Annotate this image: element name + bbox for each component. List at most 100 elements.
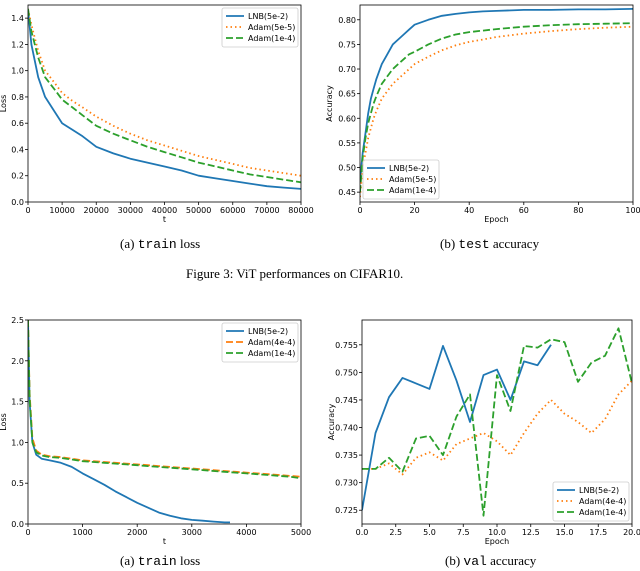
legend-entry: Adam(4e-4) [579, 497, 626, 506]
y-tick-label: 1.0 [11, 438, 24, 447]
legend-entry: Adam(4e-4) [248, 338, 295, 347]
x-tick-label: 70000 [254, 206, 279, 215]
plot-frame [359, 4, 634, 203]
subcaption-2b-rest: accuracy [490, 553, 537, 568]
subcaption-1b-mono: test [458, 237, 490, 252]
y-axis-label: Accuracy [325, 85, 334, 122]
y-tick-label: 0.50 [338, 164, 356, 173]
y-tick-label: 0.730 [335, 479, 358, 488]
y-tick-label: 0.745 [335, 396, 358, 405]
x-tick-label: 17.5 [589, 528, 607, 537]
y-tick-label: 0.75 [338, 40, 356, 49]
x-tick-label: 2000 [127, 528, 147, 537]
x-tick-label: 100 [625, 206, 640, 215]
y-axis-label: Accuracy [327, 403, 336, 440]
x-tick-label: 50000 [186, 206, 211, 215]
subcaption-1b-rest: accuracy [492, 236, 540, 251]
x-tick-label: 20.0 [623, 528, 640, 537]
legend-entry: LNB(5e-2) [579, 486, 619, 495]
y-tick-label: 0.55 [338, 139, 356, 148]
legend: LNB(5e-2) Adam(5e-5) Adam(1e-4) [221, 7, 299, 48]
legend: LNB(5e-2) Adam(4e-4) Adam(1e-4) [221, 322, 299, 363]
subcaption-1a-rest: loss [179, 236, 201, 251]
series-line-2 [28, 8, 301, 177]
y-tick-label: 0.60 [338, 114, 356, 123]
y-tick-label: 0.8 [11, 93, 24, 102]
x-tick-label: 5.0 [423, 528, 436, 537]
series-line-3 [362, 327, 632, 517]
series-line-3 [360, 22, 633, 193]
x-tick-label: 10.0 [488, 528, 506, 537]
y-tick-label: 2.0 [11, 357, 24, 366]
series-line-1 [28, 320, 230, 524]
y-axis-label: Loss [0, 95, 8, 113]
x-tick-label: 0.0 [356, 528, 369, 537]
x-axis-label: t [163, 215, 166, 224]
chart-3: 0 1000 2000 3000 4000 5000 0.0 0.5 1.0 1.5 2.0 2.5 t… [0, 316, 311, 546]
y-tick-label: 0.6 [11, 119, 24, 128]
x-tick-label: 0 [357, 206, 362, 215]
x-tick-label: 2.5 [389, 528, 402, 537]
subcaption-1a-mono: train [137, 237, 177, 252]
x-tick-label: 60000 [220, 206, 245, 215]
x-tick-label: 5000 [291, 528, 311, 537]
legend-entry: Adam(1e-4) [579, 508, 626, 517]
y-tick-label: 0.750 [335, 368, 358, 377]
legend-entry: Adam(1e-4) [248, 34, 295, 43]
chart-4: 0.0 2.5 5.0 7.5 10.0 12.5 15.0 17.5 20.0 0.725 0.7… [327, 319, 640, 546]
x-tick-label: 10000 [49, 206, 74, 215]
subcaption-2a-label: (a) [120, 553, 135, 568]
x-tick-label: 40 [464, 206, 474, 215]
series-line-1 [362, 344, 552, 511]
x-tick-label: 12.5 [522, 528, 540, 537]
series-line-3 [28, 8, 301, 184]
y-tick-label: 0.80 [338, 16, 356, 25]
x-tick-label: 80 [573, 206, 583, 215]
x-tick-label: 15.0 [556, 528, 574, 537]
y-tick-label: 1.0 [11, 67, 24, 76]
x-axis-label: t [163, 537, 166, 546]
y-tick-label: 0.5 [11, 479, 24, 488]
x-tick-label: 0 [25, 206, 30, 215]
figure-3-caption: Figure 3: ViT performances on CIFAR10. [186, 266, 404, 281]
subcaption-2b: (b) val accuracy [445, 553, 536, 569]
subcaption-2b-label: (b) [445, 553, 461, 568]
y-tick-label: 0.70 [338, 65, 356, 74]
series-line-1 [28, 8, 301, 190]
x-tick-label: 3000 [182, 528, 202, 537]
plot-frame [27, 319, 302, 525]
legend-entry: LNB(5e-2) [248, 12, 288, 21]
legend-entry: LNB(5e-2) [389, 164, 429, 173]
subcaption-1b-label: (b) [440, 236, 456, 251]
x-tick-label: 1000 [72, 528, 92, 537]
y-tick-label: 0.4 [11, 145, 24, 154]
x-tick-label: 7.5 [457, 528, 470, 537]
subcaption-2a-rest: loss [179, 553, 201, 568]
y-tick-label: 0.45 [338, 188, 356, 197]
subcaption-1b: (b) test accuracy [440, 236, 539, 252]
x-tick-label: 4000 [236, 528, 256, 537]
x-tick-label: 0 [25, 528, 30, 537]
series-line-1 [360, 8, 633, 183]
y-tick-label: 0.725 [335, 506, 358, 515]
y-tick-label: 0.735 [335, 451, 358, 460]
y-tick-label: 0.755 [335, 341, 358, 350]
legend: LNB(5e-2) Adam(5e-5) Adam(1e-4) [362, 159, 440, 200]
x-tick-label: 20 [410, 206, 420, 215]
x-tick-label: 40000 [152, 206, 177, 215]
legend-entry: Adam(5e-5) [248, 23, 295, 32]
legend-entry: LNB(5e-2) [248, 327, 288, 336]
y-tick-label: 1.5 [11, 398, 24, 407]
y-tick-label: 0.740 [335, 424, 358, 433]
legend-entry: Adam(1e-4) [248, 349, 295, 358]
x-tick-label: 20000 [84, 206, 109, 215]
y-axis-label: Loss [0, 413, 8, 431]
legend-entry: Adam(5e-5) [389, 175, 436, 184]
chart-2: 0 20 40 60 80 100 0.45 0.50 0.55 0.60 0.65 0.70 0.75… [325, 4, 640, 224]
legend: LNB(5e-2) Adam(4e-4) Adam(1e-4) [552, 481, 630, 522]
subcaption-2a: (a) train loss [120, 553, 200, 569]
x-axis-label: Epoch [485, 537, 510, 546]
subcaption-1a: (a) train loss [120, 236, 200, 252]
y-tick-label: 1.2 [11, 40, 24, 49]
